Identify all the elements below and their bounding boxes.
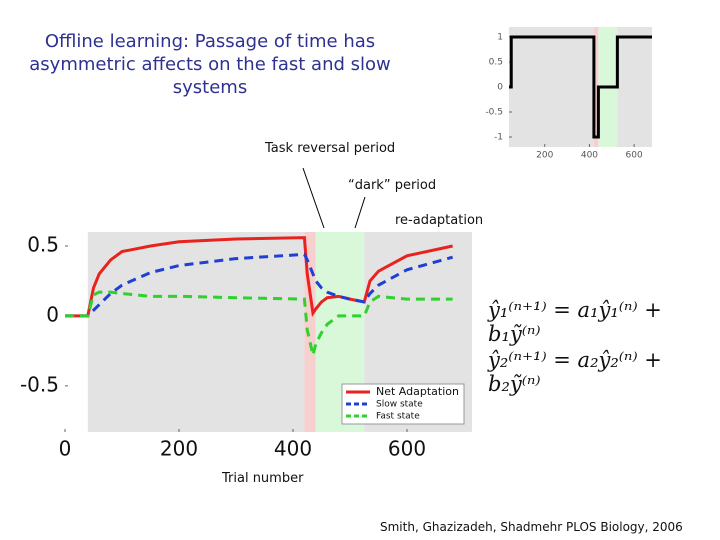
annotation: “dark” period (348, 178, 437, 193)
shaded-region (87, 232, 305, 432)
shaded-region (509, 27, 594, 147)
equation: ŷ₁⁽ⁿ⁺¹⁾ = a₁ŷ₁⁽ⁿ⁾ + b₁ỹ⁽ⁿ⁾ (488, 298, 662, 346)
citation: Smith, Ghazizadeh, Shadmehr PLOS Biology… (380, 520, 683, 534)
legend-label: Net Adaptation (376, 385, 459, 398)
shaded-region (617, 27, 652, 147)
x-axis-label: Trial number (222, 471, 304, 486)
y-tick-label: 1 (497, 33, 503, 43)
legend-label: Fast state (376, 412, 420, 422)
annotation-pointer (354, 196, 366, 229)
series-line (509, 35, 652, 139)
y-tick-label: -0.5 (20, 372, 59, 396)
y-tick-label: -1 (494, 133, 503, 143)
x-tick-label: 400 (581, 151, 598, 161)
x-tick-label: 0 (59, 437, 72, 461)
y-tick-label: 0 (46, 302, 59, 326)
annotation: Task reversal period (265, 141, 396, 156)
y-tick-label: 0.5 (489, 58, 503, 68)
y-tick-label: 0.5 (27, 232, 59, 256)
annotation: re-adaptation (395, 213, 484, 228)
x-tick-label: 200 (536, 151, 553, 161)
legend-label: Slow state (376, 400, 423, 410)
equation: ŷ₂⁽ⁿ⁺¹⁾ = a₂ŷ₂⁽ⁿ⁾ + b₂ỹ⁽ⁿ⁾ (488, 348, 662, 396)
shaded-region (593, 27, 599, 147)
x-tick-label: 200 (160, 437, 198, 461)
annotation-pointer (302, 167, 325, 229)
series-line (65, 290, 453, 356)
slide-title: Offline learning: Passage of time has as… (29, 31, 391, 98)
x-tick-label: 400 (274, 437, 312, 461)
series-line (65, 236, 453, 318)
series-line (65, 252, 454, 318)
y-tick-label: 0 (497, 83, 503, 93)
shaded-region (304, 232, 316, 432)
y-tick-label: -0.5 (485, 108, 503, 118)
x-tick-label: 600 (626, 151, 643, 161)
x-tick-label: 600 (388, 437, 426, 461)
